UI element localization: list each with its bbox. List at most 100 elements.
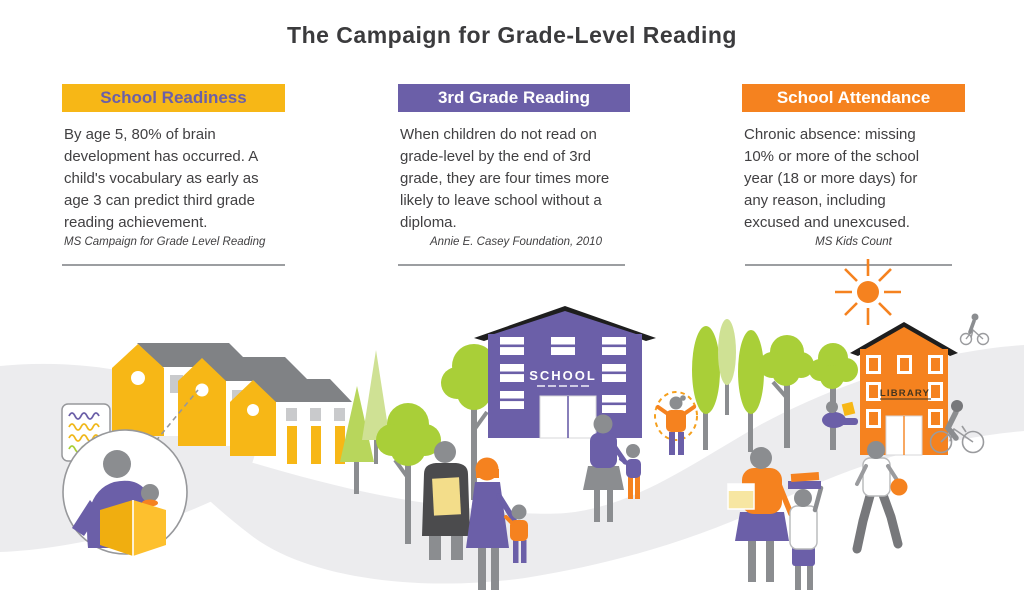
- head: [794, 489, 812, 507]
- 3rd-grade-reading-header: 3rd Grade Reading: [398, 84, 630, 112]
- cyclist-large: [929, 400, 985, 454]
- leg: [678, 432, 684, 455]
- road-ribbon: [152, 345, 1024, 584]
- roof: [201, 357, 309, 381]
- school-attendance-text: Chronic absence: missing 10% or more of …: [742, 124, 965, 234]
- arm: [855, 464, 868, 486]
- open-book-icon: [133, 500, 166, 556]
- yellow-house: [112, 344, 164, 436]
- head: [511, 504, 527, 520]
- bicycle-icon: [961, 430, 985, 454]
- yellow-house: [230, 380, 276, 456]
- houses: [112, 343, 352, 464]
- tree-trunk: [354, 458, 359, 494]
- book-icon: [788, 481, 821, 489]
- jump-rope-kid: [654, 391, 698, 455]
- leg: [491, 546, 499, 590]
- shirt: [862, 457, 891, 497]
- leg: [607, 488, 613, 522]
- arm-raised: [812, 485, 824, 513]
- text-line: When children do not read on: [400, 126, 597, 143]
- window: [310, 408, 321, 421]
- text-line: 10% or more of the school: [744, 148, 920, 165]
- mother-and-child-walking: [466, 457, 528, 590]
- head: [750, 447, 772, 469]
- torso: [666, 410, 686, 432]
- window: [286, 408, 297, 421]
- tree-trunk: [725, 380, 729, 415]
- leg: [521, 540, 527, 563]
- jump-rope-icon: [654, 391, 698, 441]
- library-gable: [862, 327, 946, 351]
- text-line: By age 5, 80% of brain: [64, 126, 216, 143]
- yellow-house: [178, 358, 226, 446]
- tree-trunk: [703, 408, 708, 450]
- text-line: age 3 can predict third grade: [64, 192, 255, 209]
- school-attendance-source: MS Kids Count: [815, 236, 892, 248]
- tree-trunk: [748, 408, 753, 452]
- door: [311, 426, 321, 464]
- leg: [478, 546, 486, 590]
- hair-bun: [680, 395, 686, 401]
- school-windows: [500, 337, 626, 413]
- school-readiness-header: School Readiness: [62, 84, 285, 112]
- round-window: [131, 371, 145, 385]
- window: [334, 408, 345, 421]
- text-line: likely to leave school without a: [400, 192, 602, 209]
- bike-frame: [965, 328, 984, 340]
- basketball-icon: [890, 478, 908, 496]
- leg: [669, 432, 675, 455]
- leg: [429, 532, 441, 560]
- school-attendance-header: School Attendance: [742, 84, 965, 112]
- arm: [886, 464, 899, 482]
- round-window: [247, 404, 259, 416]
- arm: [504, 515, 515, 526]
- head: [626, 444, 640, 458]
- skirt: [583, 466, 624, 490]
- door: [287, 426, 297, 464]
- person-reading-under-tree: [822, 401, 858, 428]
- book-icon: [432, 477, 461, 516]
- tree-branch: [771, 380, 789, 400]
- round-tree-icon: [376, 403, 441, 466]
- pine-tree-icon: [340, 386, 374, 462]
- arm: [656, 405, 670, 416]
- tall-tree-icon: [692, 326, 720, 414]
- book-icon: [790, 472, 820, 482]
- scribble-line: [68, 434, 100, 442]
- leg: [628, 476, 633, 499]
- shorts: [792, 546, 815, 566]
- rider-body: [944, 409, 959, 441]
- rider-head: [971, 313, 979, 321]
- column-divider: [62, 264, 285, 266]
- town-illustration: SCHOOL: [0, 259, 1024, 590]
- hair-bob: [476, 469, 499, 478]
- text-line: year (18 or more days) for: [744, 170, 918, 187]
- leg: [451, 532, 463, 560]
- roof: [252, 379, 352, 402]
- bicycle-icon: [976, 332, 990, 346]
- head: [867, 441, 885, 459]
- arm: [619, 457, 630, 466]
- leg: [594, 488, 600, 522]
- trees-right: [692, 319, 858, 452]
- open-book-icon: [841, 401, 856, 417]
- column-3rd-grade-reading: 3rd Grade Reading When children do not r…: [398, 84, 630, 248]
- text-line: excused and unexcused.: [744, 214, 910, 231]
- open-book-icon: [100, 500, 133, 556]
- leg: [748, 538, 756, 582]
- column-divider: [398, 264, 625, 266]
- text-line: child's vocabulary as early as: [64, 170, 259, 187]
- text-line: any reason, including: [744, 192, 886, 209]
- library-sign: LIBRARY: [880, 388, 930, 399]
- tree-trunk: [405, 452, 411, 544]
- arm: [775, 479, 794, 517]
- leg: [513, 540, 519, 563]
- scribble-line: [68, 423, 100, 431]
- text-line: Chronic absence: missing: [744, 126, 916, 143]
- door: [335, 426, 345, 464]
- tall-tree-icon: [738, 330, 764, 414]
- column-divider: [745, 264, 952, 266]
- text-line: reading achievement.: [64, 214, 208, 231]
